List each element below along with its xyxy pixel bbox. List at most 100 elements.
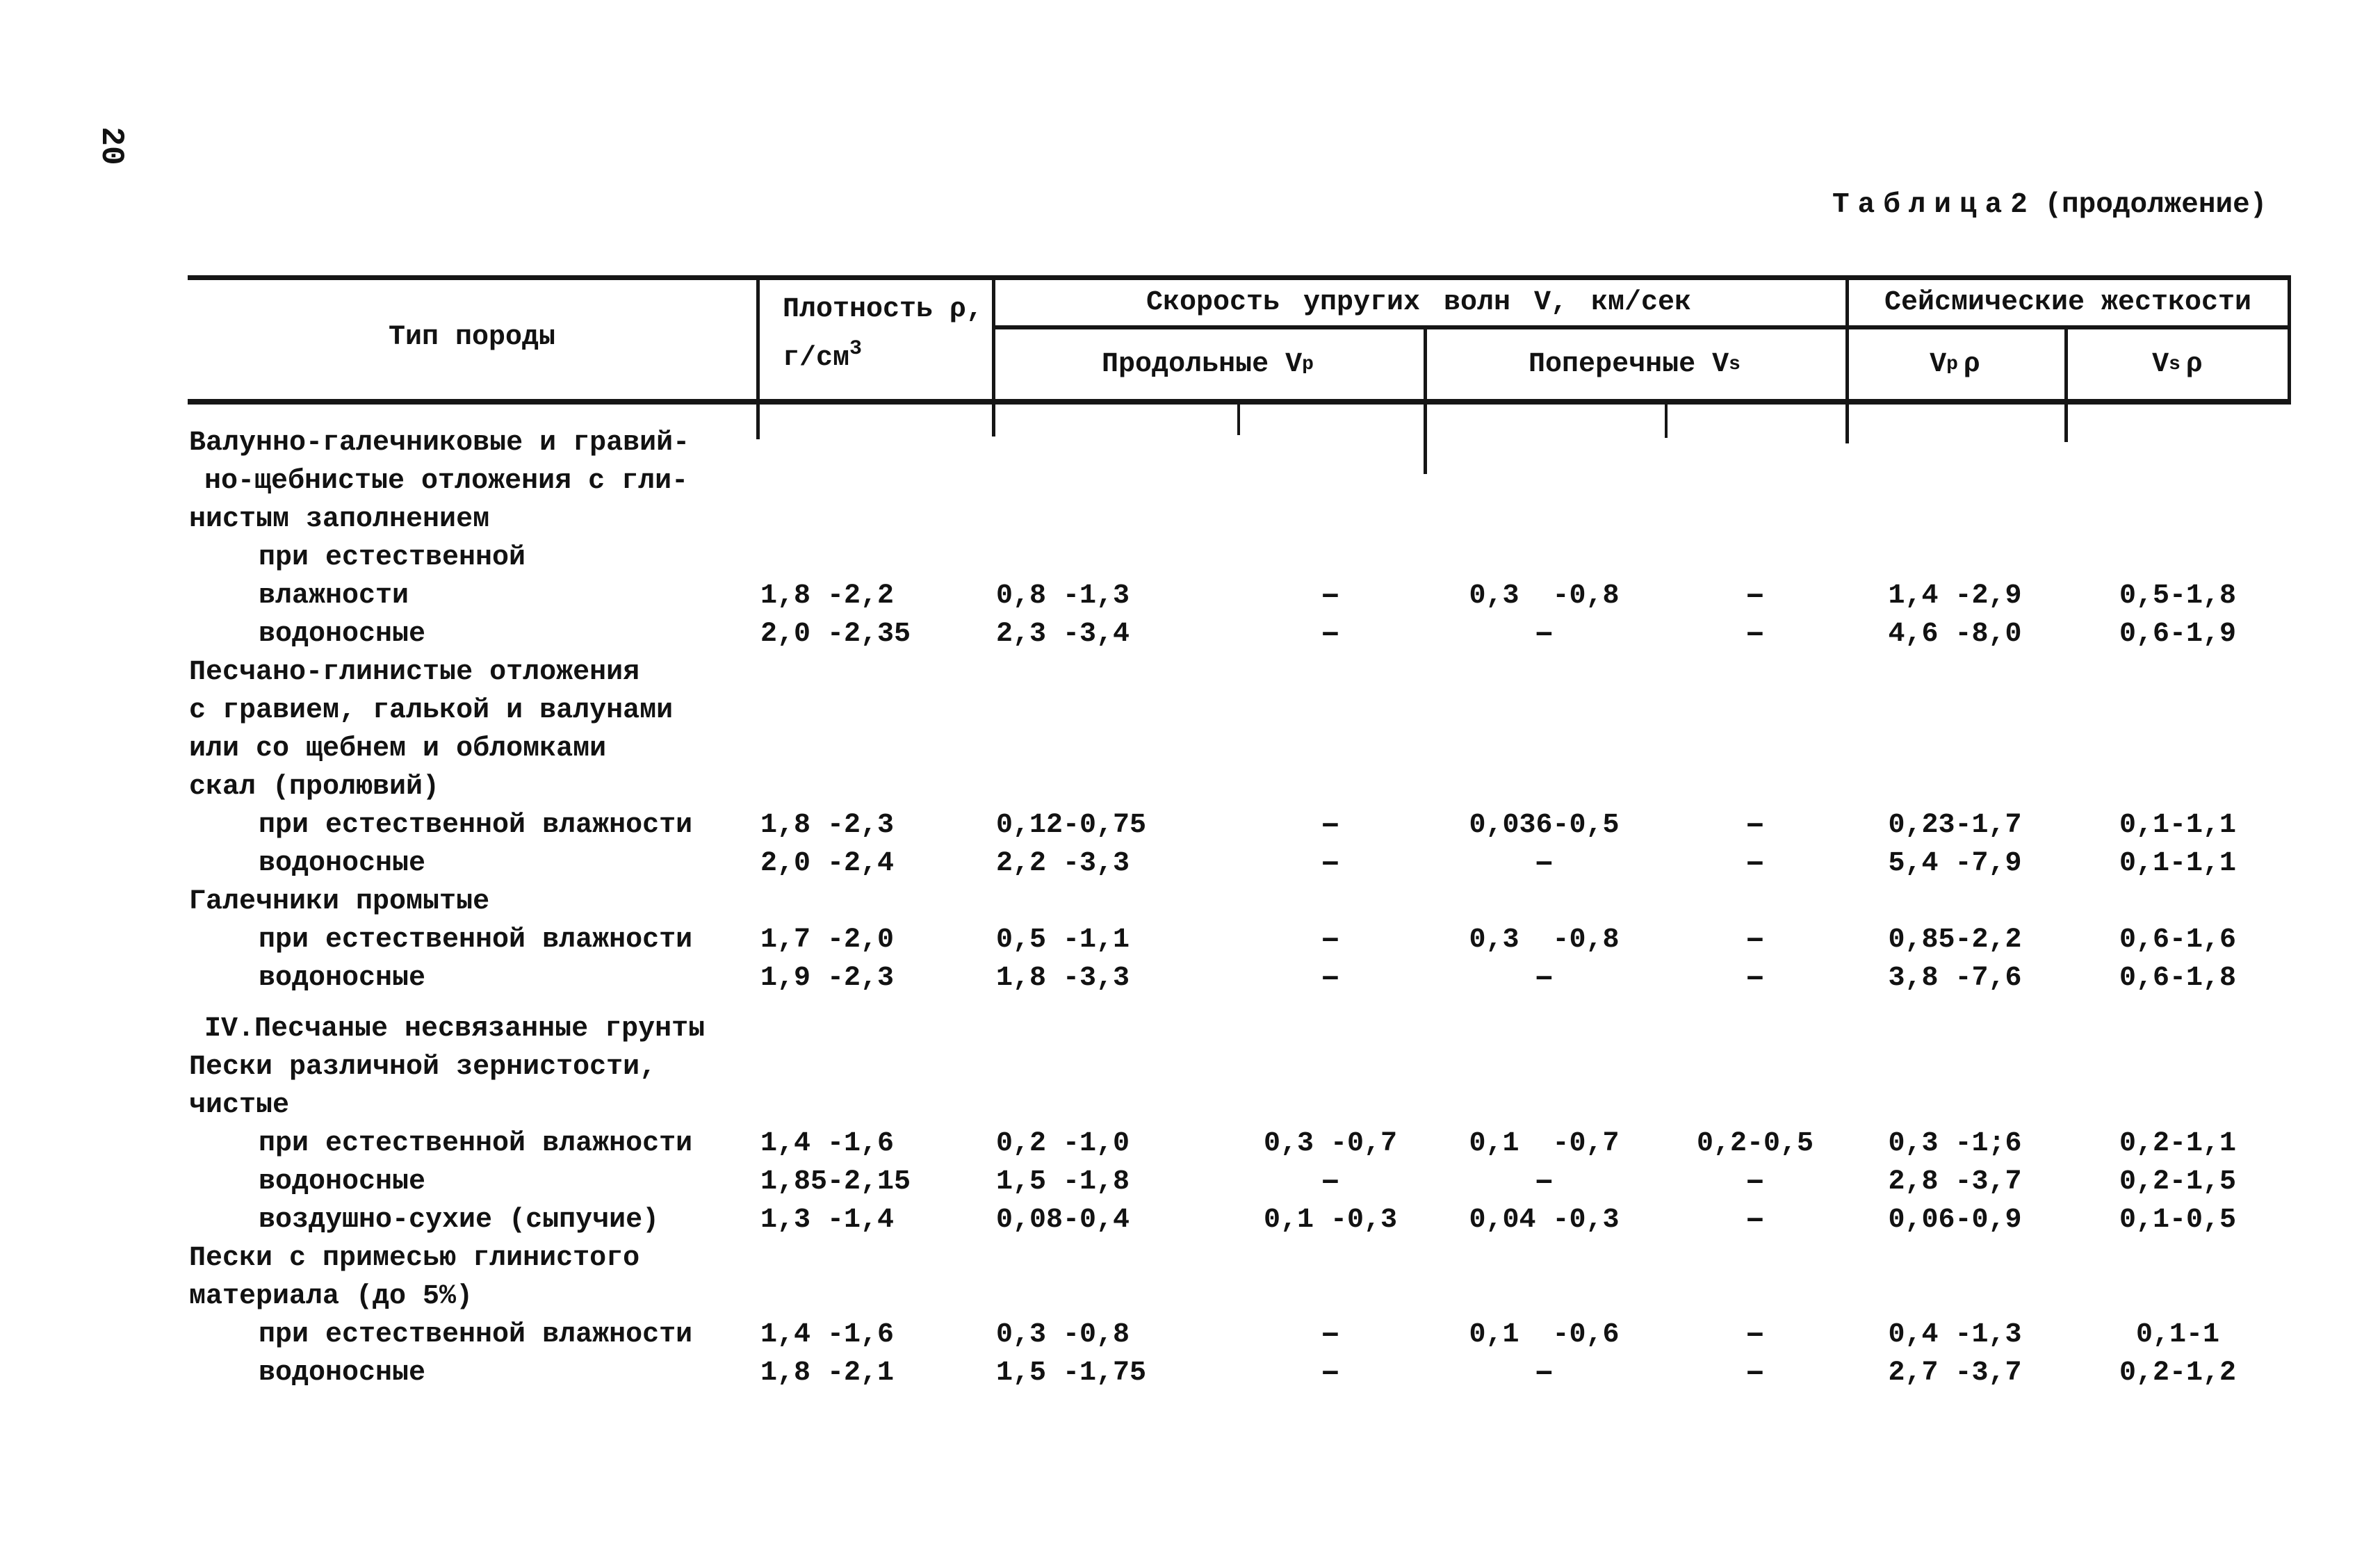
cell-vp-rho: 3,8 -7,6 [1888,963,2022,994]
divider-velocity-stiffness [1845,275,1849,443]
row-label: водоносные [259,1357,426,1389]
cell-vp-2: - [1314,848,1346,879]
cell-vp-1: 0,3 -0,8 [996,1319,1130,1350]
table-row: нистым заполнением [188,500,2291,539]
row-label: чистые [189,1090,290,1121]
table-row: скал (пролювий) [188,768,2291,806]
cell-vs-2: - [1739,1166,1771,1198]
cell-density: 1,8 -2,3 [760,810,895,841]
cell-vp-rho: 0,3 -1;6 [1888,1128,2022,1159]
cell-density: 1,4 -1,6 [760,1319,895,1350]
cell-density: 1,3 -1,4 [760,1205,895,1236]
cell-density: 1,85-2,15 [760,1166,911,1198]
row-label: но-щебнистые отложения с гли- [204,466,689,497]
cell-density: 2,0 -2,4 [760,848,895,879]
row-label: IV.Песчаные несвязанные грунты [204,1013,706,1045]
cell-vp-1: 1,5 -1,75 [996,1357,1147,1389]
row-label: при естественной влажности [259,1319,693,1350]
row-label: нистым заполнением [189,504,490,535]
cell-vp-1: 0,2 -1,0 [996,1128,1130,1159]
table-body: Валунно-галечниковые и гравий-но-щебнист… [188,424,2291,1392]
cell-vp-rho: 0,4 -1,3 [1888,1319,2022,1350]
cell-vs-2: - [1739,1319,1771,1350]
group-header-velocity: Скорость упругих волн V, км/сек [1146,286,1692,318]
column-header-density: Плотность ρ, г/см3 [763,291,1009,395]
table-row: при естественной влажности 1,4 -1,6 0,3 -0… [188,1316,2291,1354]
row-label: при естественной [259,542,526,573]
row-label: воздушно-сухие (сыпучие) [259,1205,660,1236]
cell-vs-1: 0,3 -0,8 [1469,924,1620,956]
cell-vp-2: - [1314,924,1346,956]
cell-vp-1: 0,8 -1,3 [996,580,1130,612]
table-row: при естественной влажности 1,4 -1,6 0,2 -1… [188,1125,2291,1163]
divider-density-velocity [992,275,995,436]
row-label: при естественной влажности [259,924,693,956]
row-label: скал (пролювий) [189,772,440,803]
cell-vp-rho: 0,85-2,2 [1888,924,2022,956]
cell-vp-1: 1,8 -3,3 [996,963,1130,994]
cell-vp-1: 2,2 -3,3 [996,848,1130,879]
caption-number: 2 [2010,189,2028,221]
cell-vs-2: - [1739,619,1771,650]
cell-vp-rho: 0,06-0,9 [1888,1205,2022,1236]
column-header-type: Тип породы [188,275,916,399]
cell-density: 1,8 -2,1 [760,1357,895,1389]
cell-vp-2: - [1314,1319,1346,1350]
table-row: чистые [188,1086,2291,1125]
cell-vs-rho: 0,2-1,5 [2119,1166,2237,1198]
table-row: Пески различной зернистости, [188,1048,2291,1086]
cell-vp-1: 2,3 -3,4 [996,619,1130,650]
row-label: Песчано-глинистые отложения [189,657,640,688]
cell-vs-2: - [1739,924,1771,956]
cell-vp-2: - [1314,619,1346,650]
cell-vs-1: - [1528,848,1560,879]
row-label: материала (до 5%) [189,1281,473,1312]
header-right-border [2288,275,2291,405]
table-row: или со щебнем и обломками [188,730,2291,768]
table-row: влажности 1,8 -2,2 0,8 -1,3 - 0,3 -0,8 - 1,4 -… [188,577,2291,615]
cell-density: 1,7 -2,0 [760,924,895,956]
table-row: Валунно-галечниковые и гравий- [188,424,2291,462]
cell-vs-1: - [1528,1166,1560,1198]
row-label: водоносные [259,963,426,994]
cell-vs-rho: 0,1-1,1 [2119,848,2237,879]
cell-vs-rho: 0,2-1,2 [2119,1357,2237,1389]
cell-vs-2: 0,2-0,5 [1696,1128,1814,1159]
row-label: с гравием, галькой и валунами [189,695,674,726]
table-row: Песчано-глинистые отложения [188,653,2291,692]
stub-vp-subcolumn [1237,399,1240,435]
cell-vp-rho: 2,7 -3,7 [1888,1357,2022,1389]
cell-density: 2,0 -2,35 [760,619,911,650]
cell-vp-1: 0,08-0,4 [996,1205,1130,1236]
row-label: Пески различной зернистости, [189,1052,657,1083]
caption-word: Таблица [1832,189,2011,221]
density-label-line2: г/см3 [783,337,863,374]
row-label: Пески с примесью глинистого [189,1243,640,1274]
cell-vp-rho: 0,23-1,7 [1888,810,2022,841]
table-row: воздушно-сухие (сыпучие) 1,3 -1,4 0,08-0,4… [188,1201,2291,1239]
table-row: но-щебнистые отложения с гли- [188,462,2291,500]
cell-vs-1: 0,3 -0,8 [1469,580,1620,612]
table-row: водоносные 1,85-2,15 1,5 -1,8 - - - 2,8 -3,7 0,… [188,1163,2291,1201]
cell-vs-1: 0,036-0,5 [1469,810,1620,841]
table-row: водоносные 1,8 -2,1 1,5 -1,75 - - - 2,7 -3,7 0,… [188,1354,2291,1392]
cell-vs-rho: 0,1-0,5 [2119,1205,2237,1236]
cell-vp-2: - [1314,963,1346,994]
cell-vp-2: - [1314,1357,1346,1389]
row-label: или со щебнем и обломками [189,733,607,765]
cell-vs-rho: 0,5-1,8 [2119,580,2237,612]
group-header-stiffness: Сейсмические жесткости [1884,286,2252,318]
table-row: водоносные 1,9 -2,3 1,8 -3,3 - - - 3,8 -7,6 0,6… [188,959,2291,997]
cell-vp-2: 0,3 -0,7 [1263,1128,1398,1159]
page-number: 20 [93,126,129,165]
cell-vs-1: 0,1 -0,7 [1469,1128,1620,1159]
cell-vs-2: - [1739,810,1771,841]
divider-type-density [756,275,760,439]
cell-vs-rho: 0,2-1,1 [2119,1128,2237,1159]
row-label: водоносные [259,619,426,650]
table-row: водоносные 2,0 -2,35 2,3 -3,4 - - - 4,6 -8,0 0,… [188,615,2291,653]
column-header-type-label: Тип породы [388,321,556,353]
cell-vp-2: - [1314,580,1346,612]
